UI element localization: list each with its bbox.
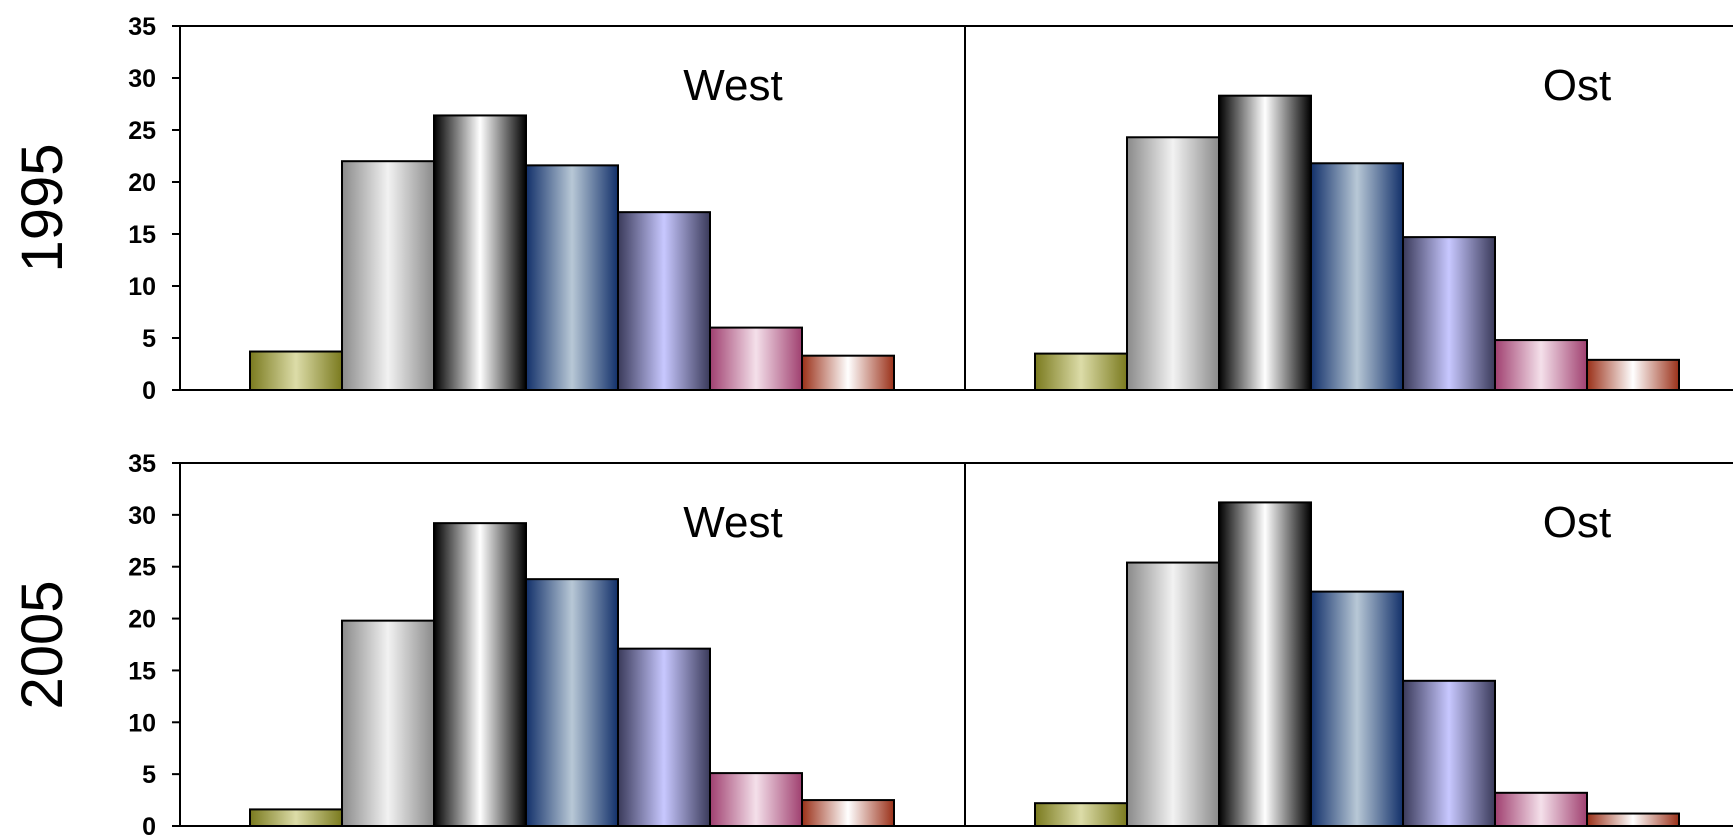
panel-title: West (683, 61, 782, 110)
bar (1034, 352, 1128, 392)
bar (1586, 812, 1680, 827)
y-tick-label: 20 (128, 606, 156, 634)
y-tick-label: 30 (128, 65, 156, 93)
bar (1218, 501, 1312, 827)
y-tick-label: 25 (128, 554, 156, 582)
bar (709, 326, 803, 392)
bar (433, 522, 527, 827)
bar (1034, 802, 1128, 828)
y-tick-label: 30 (128, 502, 156, 530)
y-tick-label: 25 (128, 117, 156, 145)
bar (1218, 94, 1312, 392)
y-tick-label: 10 (128, 709, 156, 737)
bar (709, 772, 803, 827)
panel-title: Ost (1543, 61, 1611, 110)
bar (1494, 791, 1588, 827)
y-tick-label: 5 (142, 761, 156, 789)
bar (249, 350, 343, 391)
y-tick-label: 35 (128, 450, 156, 478)
bar (1402, 236, 1496, 391)
y-tick-label: 5 (142, 325, 156, 353)
bar (617, 647, 711, 827)
bar (801, 354, 895, 391)
bar (801, 799, 895, 827)
bar (249, 808, 343, 827)
y-tick-label: 35 (128, 13, 156, 41)
panel-title: West (683, 498, 782, 547)
bar (433, 114, 527, 391)
bar (341, 619, 435, 827)
bar (1494, 339, 1588, 391)
y-tick-label: 10 (128, 273, 156, 301)
bar (525, 164, 619, 391)
bar (1310, 162, 1404, 391)
row-year-label: 2005 (10, 580, 75, 709)
y-tick-label: 20 (128, 169, 156, 197)
y-tick-label: 0 (142, 377, 156, 405)
bar (1126, 561, 1220, 828)
y-tick-label: 15 (128, 221, 156, 249)
bar (1586, 358, 1680, 391)
row-year-label: 1995 (10, 143, 75, 272)
bar (1402, 679, 1496, 827)
bar (617, 211, 711, 391)
bar (1310, 590, 1404, 827)
bar (341, 160, 435, 391)
panel-title: Ost (1543, 498, 1611, 547)
bar (1126, 136, 1220, 391)
y-tick-label: 0 (142, 813, 156, 837)
bar (525, 578, 619, 827)
y-tick-label: 15 (128, 657, 156, 685)
